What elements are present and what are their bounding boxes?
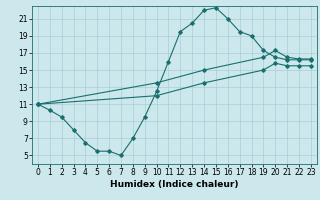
X-axis label: Humidex (Indice chaleur): Humidex (Indice chaleur) [110,180,239,189]
